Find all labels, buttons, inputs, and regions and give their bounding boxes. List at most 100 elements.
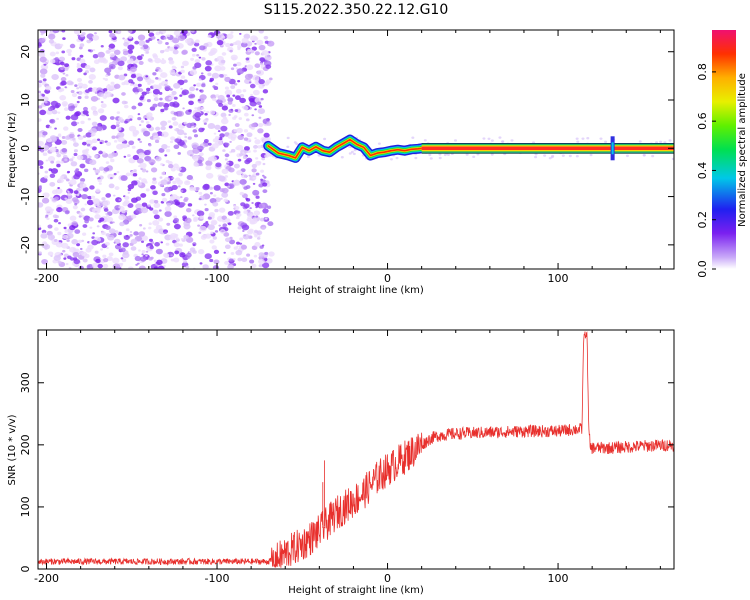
noise-speck xyxy=(160,241,164,244)
noise-speck xyxy=(268,77,273,81)
noise-speck xyxy=(56,117,59,120)
noise-speck xyxy=(176,129,185,136)
noise-speck xyxy=(48,168,53,172)
noise-speck xyxy=(137,34,146,41)
noise-speck xyxy=(110,176,113,180)
noise-speck xyxy=(64,230,69,234)
noise-speck xyxy=(258,79,265,85)
noise-speck xyxy=(229,43,234,47)
noise-speck xyxy=(57,177,64,184)
noise-speck xyxy=(138,124,142,127)
track-noise-speck xyxy=(548,156,552,160)
noise-speck xyxy=(94,155,98,159)
noise-speck xyxy=(159,49,165,54)
noise-speck xyxy=(176,166,182,172)
noise-speck xyxy=(204,203,207,206)
track-noise-speck xyxy=(389,158,393,161)
noise-speck xyxy=(119,221,125,227)
track-noise-speck xyxy=(599,137,603,140)
noise-speck xyxy=(219,133,225,138)
noise-speck xyxy=(113,139,118,143)
noise-speck xyxy=(133,83,138,88)
noise-speck xyxy=(142,227,146,230)
noise-speck xyxy=(122,37,125,40)
noise-speck xyxy=(170,254,173,257)
noise-speck xyxy=(187,203,193,207)
track-noise-speck xyxy=(625,154,629,158)
noise-speck xyxy=(223,232,230,237)
noise-speck xyxy=(145,39,150,43)
noise-speck xyxy=(97,108,105,114)
noise-speck xyxy=(261,226,266,230)
noise-speck xyxy=(193,42,200,47)
noise-speck xyxy=(169,140,174,144)
noise-speck xyxy=(134,255,142,262)
noise-speck xyxy=(217,130,221,133)
noise-speck xyxy=(254,42,257,45)
noise-speck xyxy=(114,150,117,153)
noise-speck xyxy=(252,189,260,196)
noise-speck xyxy=(138,265,146,269)
noise-speck xyxy=(108,183,115,189)
noise-speck xyxy=(58,133,62,136)
noise-speck xyxy=(255,172,260,176)
noise-speck xyxy=(62,234,69,240)
noise-speck xyxy=(72,197,79,203)
noise-speck xyxy=(132,133,138,137)
spectrogram-y-tick-label: 10 xyxy=(19,93,32,107)
noise-speck xyxy=(38,186,42,190)
noise-speck xyxy=(129,230,133,234)
colorbar-tick-label: 0.0 xyxy=(696,260,709,278)
noise-speck xyxy=(61,242,69,249)
noise-speck xyxy=(174,66,177,69)
noise-speck xyxy=(149,91,152,94)
noise-speck xyxy=(212,138,219,143)
noise-speck xyxy=(100,103,107,109)
noise-speck xyxy=(234,40,242,46)
noise-speck xyxy=(207,123,216,130)
noise-speck xyxy=(173,217,180,223)
noise-speck xyxy=(50,100,59,107)
noise-speck xyxy=(188,94,194,99)
noise-speck xyxy=(128,35,133,39)
noise-speck xyxy=(127,30,133,34)
noise-speck xyxy=(109,32,116,39)
noise-speck xyxy=(249,218,258,225)
noise-speck xyxy=(140,193,147,198)
noise-speck xyxy=(102,254,107,258)
noise-speck xyxy=(61,50,66,54)
noise-speck xyxy=(38,45,41,49)
noise-speck xyxy=(173,215,178,219)
noise-speck xyxy=(166,34,171,38)
noise-speck xyxy=(168,163,174,169)
noise-speck xyxy=(94,208,99,212)
noise-speck xyxy=(63,107,69,111)
noise-speck xyxy=(260,169,264,173)
noise-speck xyxy=(45,85,52,91)
noise-speck xyxy=(209,192,213,195)
noise-speck xyxy=(65,262,69,266)
noise-speck xyxy=(230,85,236,90)
noise-speck xyxy=(117,131,125,138)
noise-speck xyxy=(182,107,185,110)
noise-speck xyxy=(62,37,66,41)
noise-speck xyxy=(176,110,184,117)
noise-speck xyxy=(98,166,105,171)
noise-speck xyxy=(59,88,65,92)
snr-y-ticks: 0 100 200 300 xyxy=(19,372,674,573)
noise-speck xyxy=(196,210,205,217)
noise-speck xyxy=(105,193,112,198)
noise-speck xyxy=(258,116,262,119)
noise-speck xyxy=(161,171,166,176)
noise-speck xyxy=(70,90,75,94)
noise-speck xyxy=(239,178,247,185)
noise-speck xyxy=(90,195,96,199)
noise-speck xyxy=(79,54,84,58)
noise-speck xyxy=(147,82,151,86)
noise-speck xyxy=(226,94,231,98)
noise-speck xyxy=(163,252,170,258)
noise-speck xyxy=(120,175,128,181)
noise-speck xyxy=(85,132,92,138)
noise-speck xyxy=(255,215,259,218)
noise-speck xyxy=(69,179,77,186)
